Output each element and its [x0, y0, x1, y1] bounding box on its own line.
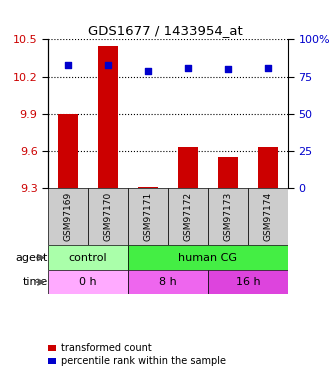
Text: agent: agent: [16, 253, 48, 262]
Text: GDS1677 / 1433954_at: GDS1677 / 1433954_at: [88, 24, 243, 38]
Bar: [208, 188, 248, 245]
Bar: [138, 187, 158, 188]
Bar: [168, 188, 208, 245]
Text: 16 h: 16 h: [236, 277, 260, 287]
Text: GSM97172: GSM97172: [183, 192, 193, 242]
Legend: transformed count, percentile rank within the sample: transformed count, percentile rank withi…: [48, 344, 225, 366]
Text: GSM97169: GSM97169: [64, 192, 72, 242]
Text: human CG: human CG: [178, 253, 237, 262]
Bar: [218, 157, 238, 188]
Bar: [48, 245, 128, 270]
Text: GSM97170: GSM97170: [104, 192, 113, 242]
Point: [225, 66, 231, 72]
Text: GSM97174: GSM97174: [263, 192, 272, 242]
Text: GSM97171: GSM97171: [143, 192, 153, 242]
Bar: [88, 188, 128, 245]
Bar: [128, 188, 168, 245]
Text: control: control: [69, 253, 107, 262]
Bar: [248, 188, 288, 245]
Bar: [208, 270, 288, 294]
Point: [145, 68, 151, 74]
Bar: [258, 147, 278, 188]
Bar: [128, 245, 288, 270]
Point: [185, 64, 191, 70]
Bar: [98, 46, 118, 188]
Bar: [178, 147, 198, 188]
Text: time: time: [23, 277, 48, 287]
Point: [265, 64, 271, 70]
Bar: [48, 270, 128, 294]
Bar: [58, 114, 78, 188]
Text: 0 h: 0 h: [79, 277, 97, 287]
Bar: [48, 188, 88, 245]
Text: 8 h: 8 h: [159, 277, 177, 287]
Point: [65, 62, 71, 68]
Text: GSM97173: GSM97173: [223, 192, 232, 242]
Point: [105, 62, 111, 68]
Bar: [128, 270, 208, 294]
